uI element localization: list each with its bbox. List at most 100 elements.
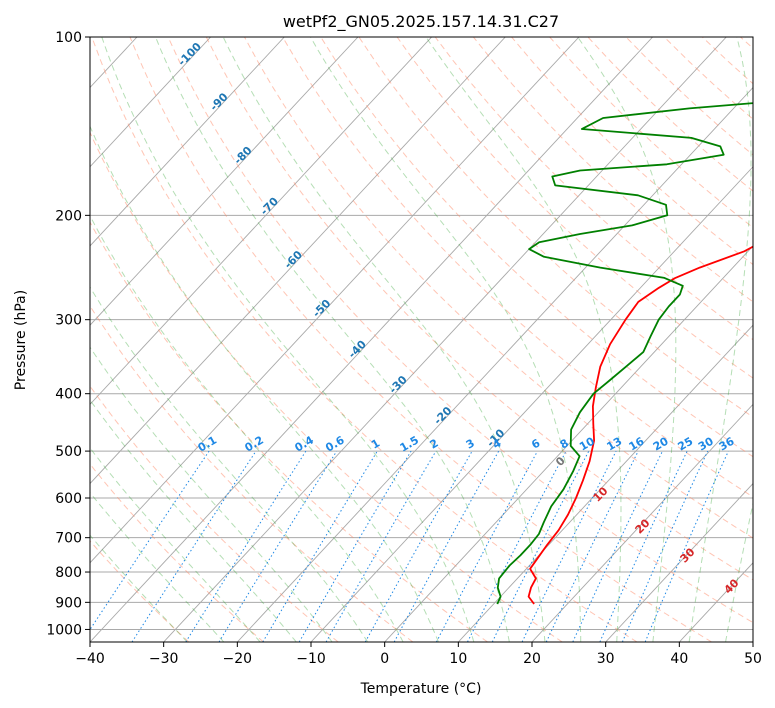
mixing-ratio-line bbox=[131, 450, 257, 642]
dry-adiabat-line bbox=[244, 37, 753, 539]
mixing-ratio-line bbox=[185, 450, 307, 642]
isotherm-line bbox=[458, 324, 753, 642]
y-axis-label: Pressure (hPa) bbox=[13, 290, 29, 390]
moist-adiabat-line bbox=[688, 37, 752, 642]
isotherm-line bbox=[90, 37, 211, 168]
y-tick-label: 700 bbox=[55, 531, 82, 547]
dry-adiabat-line bbox=[91, 37, 638, 642]
isotherm-line bbox=[90, 37, 285, 247]
isotherm-line bbox=[384, 245, 753, 642]
y-tick-label: 600 bbox=[55, 491, 82, 507]
plot-frame bbox=[89, 36, 754, 643]
isotherm-label: -70 bbox=[258, 194, 281, 217]
moist-adiabat-line bbox=[90, 214, 404, 642]
mixing-ratio-line bbox=[521, 450, 617, 642]
moist-adiabat-line bbox=[90, 286, 369, 642]
moist-adiabat-label: 0 bbox=[553, 454, 568, 469]
dry-adiabat-line bbox=[90, 540, 190, 642]
isotherm-line bbox=[90, 37, 359, 326]
moist-adiabat-line bbox=[725, 500, 753, 642]
dry-adiabat-line bbox=[473, 37, 753, 303]
dry-adiabat-line bbox=[320, 37, 753, 458]
mixing-ratio-label: 2 bbox=[428, 437, 441, 452]
isotherm-line bbox=[90, 37, 506, 485]
dry-adiabat-line bbox=[282, 37, 753, 498]
dry-adiabat-line bbox=[90, 221, 488, 642]
dry-adiabat-line bbox=[90, 305, 414, 642]
moist-adiabat-line bbox=[101, 37, 475, 642]
mixing-ratio-label: 6 bbox=[529, 436, 542, 451]
x-tick-label: 0 bbox=[380, 651, 389, 667]
dry-adiabat-line bbox=[740, 37, 753, 50]
isotherm-label: -50 bbox=[310, 297, 333, 320]
dry-adiabat-line bbox=[205, 37, 753, 581]
isotherm-line bbox=[752, 641, 753, 642]
temperature-profile-line bbox=[527, 245, 753, 605]
isotherm-line bbox=[605, 482, 753, 642]
mixing-ratio-line bbox=[262, 450, 378, 642]
contour-label-layer: -100-90-80-70-60-50-40-30-20-100.1 0.2 0.4… bbox=[175, 40, 741, 597]
isotherm-label: -100 bbox=[175, 40, 204, 69]
dry-adiabat-line bbox=[511, 37, 753, 266]
moist-adiabat-label: 30 bbox=[678, 545, 698, 565]
x-tick-label: 20 bbox=[523, 651, 541, 667]
mixing-ratio-line bbox=[644, 450, 729, 642]
isotherm-label: -90 bbox=[207, 90, 230, 113]
isotherm-line bbox=[0, 37, 63, 642]
mixing-ratio-line bbox=[218, 450, 338, 642]
mixing-ratio-line bbox=[364, 450, 473, 642]
dry-adiabat-line bbox=[663, 37, 753, 120]
mixing-ratio-line bbox=[491, 450, 590, 642]
x-tick-label: −20 bbox=[223, 651, 253, 667]
isotherm-line bbox=[163, 37, 727, 642]
y-tick-label: 400 bbox=[55, 387, 82, 403]
dry-adiabat-line bbox=[90, 131, 563, 642]
x-tick-label: 50 bbox=[744, 651, 762, 667]
mixing-ratio-line bbox=[393, 450, 500, 642]
dry-adiabat-line bbox=[90, 385, 339, 642]
moist-adiabat-line bbox=[90, 491, 225, 642]
series-layer bbox=[496, 102, 753, 605]
moist-adiabat-line bbox=[90, 399, 297, 642]
isotherm-line bbox=[90, 37, 432, 406]
y-tick-label: 1000 bbox=[46, 622, 82, 638]
moist-adiabat-label: 10 bbox=[591, 484, 611, 504]
moist-adiabat-line bbox=[90, 534, 188, 642]
x-tick-label: 40 bbox=[670, 651, 688, 667]
mixing-ratio-line bbox=[572, 450, 663, 642]
moist-adiabat-line bbox=[222, 37, 546, 642]
y-tick-label: 500 bbox=[55, 444, 82, 460]
y-tick-label: 100 bbox=[55, 30, 82, 46]
isotherm-line bbox=[90, 37, 580, 564]
y-tick-label: 200 bbox=[55, 208, 82, 224]
y-tick-label: 300 bbox=[55, 313, 82, 329]
isotherm-label: -30 bbox=[387, 373, 410, 396]
isotherm-line bbox=[90, 37, 653, 642]
moist-adiabat-line bbox=[90, 447, 261, 642]
dry-adiabat-line bbox=[90, 463, 264, 642]
moist-adiabat-label: 20 bbox=[633, 516, 653, 536]
mixing-ratio-line bbox=[621, 450, 709, 642]
isotherm-line bbox=[237, 86, 753, 642]
dry-adiabat-line bbox=[434, 37, 753, 341]
moist-adiabat-line bbox=[90, 346, 333, 642]
y-tick-label: 800 bbox=[55, 565, 82, 581]
x-tick-label: −40 bbox=[75, 651, 105, 667]
isotherm-line bbox=[310, 166, 753, 642]
mixing-ratio-line bbox=[435, 450, 538, 642]
y-tick-label: 900 bbox=[55, 595, 82, 611]
isotherm-label: -60 bbox=[282, 248, 305, 271]
dry-adiabat-line bbox=[396, 37, 753, 379]
moist-adiabat-line bbox=[90, 125, 439, 642]
isotherm-label: -20 bbox=[431, 404, 454, 427]
background-lines bbox=[0, 37, 753, 642]
isotherm-line bbox=[531, 403, 753, 642]
x-tick-label: −30 bbox=[149, 651, 179, 667]
mixing-ratio-line bbox=[90, 450, 210, 631]
moist-adiabat-line bbox=[155, 37, 510, 642]
moist-adiabat-line bbox=[310, 37, 582, 642]
mixing-ratio-line bbox=[599, 450, 688, 642]
isotherm-label: -80 bbox=[231, 144, 254, 167]
dry-adiabat-line bbox=[129, 37, 712, 642]
